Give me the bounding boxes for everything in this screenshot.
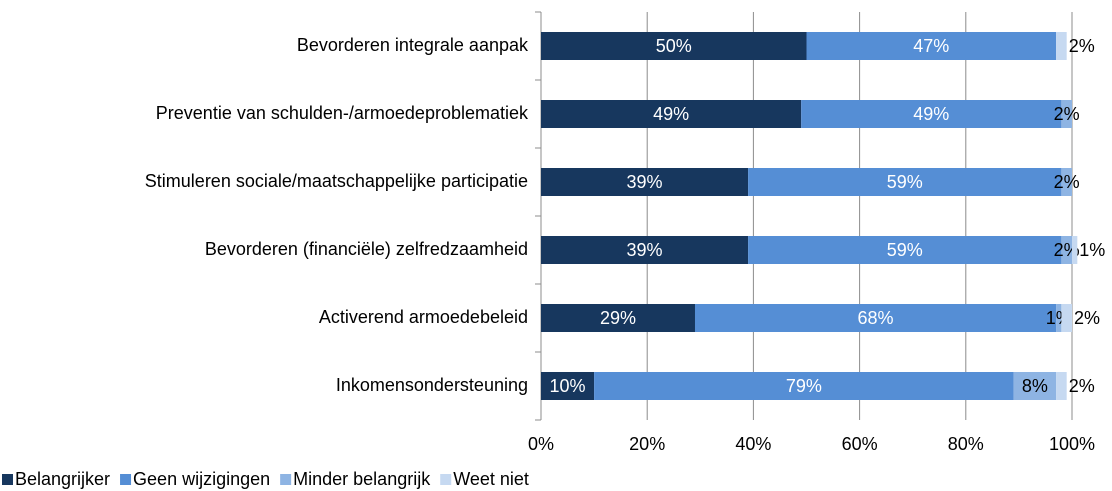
bar-segment xyxy=(801,100,1062,128)
legend-label: Minder belangrijk xyxy=(293,469,431,489)
x-tick-label: 60% xyxy=(842,434,878,454)
legend-swatch xyxy=(120,474,132,485)
data-label: 49% xyxy=(653,104,689,124)
data-label: 79% xyxy=(786,376,822,396)
data-label: 8% xyxy=(1022,376,1048,396)
bar-segment xyxy=(541,168,749,196)
bar-segment xyxy=(1056,32,1067,60)
data-label: 1% xyxy=(1079,240,1105,260)
bar-segment xyxy=(541,304,695,332)
bar-segment xyxy=(1061,100,1072,128)
bar-segment xyxy=(541,236,749,264)
category-label: Inkomensondersteuning xyxy=(336,375,528,395)
bar-segment xyxy=(1056,304,1062,332)
category-label: Preventie van schulden-/armoedeproblemat… xyxy=(156,103,529,123)
bar-segment xyxy=(541,372,595,400)
bar-segment xyxy=(1061,168,1072,196)
x-tick-label: 80% xyxy=(948,434,984,454)
bar-segment xyxy=(1061,304,1072,332)
category-label: Bevorderen (financiële) zelfredzaamheid xyxy=(205,239,528,259)
bar-segment xyxy=(748,168,1062,196)
bar-segment xyxy=(1061,236,1072,264)
data-label: 49% xyxy=(913,104,949,124)
data-label: 39% xyxy=(627,240,663,260)
data-label: 2% xyxy=(1054,172,1080,192)
data-label: 29% xyxy=(600,308,636,328)
x-tick-label: 20% xyxy=(629,434,665,454)
legend-label: Belangrijker xyxy=(15,469,110,489)
data-label: 2% xyxy=(1074,308,1100,328)
legend-label: Geen wijzigingen xyxy=(133,469,270,489)
bar-segment xyxy=(748,236,1062,264)
bar-segment xyxy=(1072,236,1078,264)
legend-label: Weet niet xyxy=(453,469,529,489)
data-label: 59% xyxy=(887,172,923,192)
data-label: 50% xyxy=(656,36,692,56)
legend-swatch xyxy=(440,474,452,485)
bar-segment xyxy=(594,372,1014,400)
data-label: 10% xyxy=(550,376,586,396)
bar-segment xyxy=(1056,372,1067,400)
data-label: 2% xyxy=(1069,36,1095,56)
bar-segment xyxy=(1013,372,1057,400)
legend-swatch xyxy=(2,474,13,485)
data-label: 68% xyxy=(858,308,894,328)
x-tick-label: 0% xyxy=(528,434,554,454)
data-label: 2% xyxy=(1069,376,1095,396)
legend-swatch xyxy=(280,474,292,485)
bar-segment xyxy=(541,32,807,60)
x-tick-label: 100% xyxy=(1049,434,1095,454)
category-label: Stimuleren sociale/maatschappelijke part… xyxy=(145,171,528,191)
data-label: 2% xyxy=(1054,104,1080,124)
data-label: 39% xyxy=(627,172,663,192)
x-tick-label: 40% xyxy=(735,434,771,454)
bar-segment xyxy=(806,32,1057,60)
data-label: 59% xyxy=(887,240,923,260)
bar-segment xyxy=(694,304,1057,332)
category-label: Activerend armoedebeleid xyxy=(319,307,528,327)
data-label: 47% xyxy=(913,36,949,56)
category-label: Bevorderen integrale aanpak xyxy=(297,35,529,55)
bar-segment xyxy=(541,100,802,128)
